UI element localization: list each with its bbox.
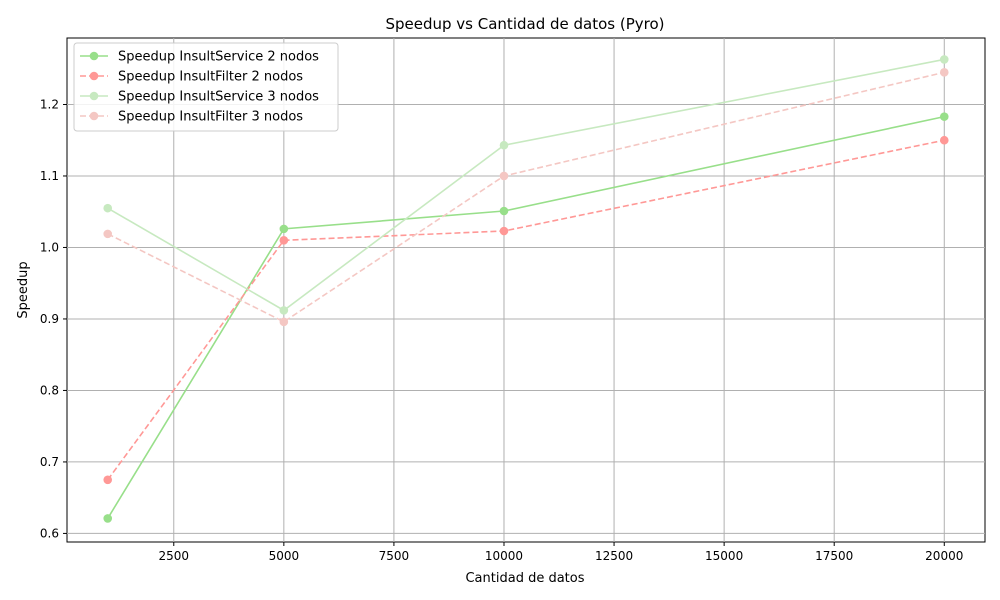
y-tick-label: 1.1 xyxy=(40,169,59,183)
x-tick-label: 10000 xyxy=(485,549,523,563)
data-point xyxy=(103,203,113,213)
data-point xyxy=(939,68,949,77)
series-1 xyxy=(103,112,949,523)
data-point xyxy=(103,229,113,239)
data-point xyxy=(499,226,509,236)
x-tick-label: 17500 xyxy=(815,549,853,563)
data-point xyxy=(103,514,113,523)
legend-item: Speedup InsultFilter 3 nodos xyxy=(80,110,303,125)
x-tick-label: 12500 xyxy=(595,549,633,563)
legend-label: Speedup InsultFilter 3 nodos xyxy=(118,110,303,125)
x-tick-label: 7500 xyxy=(379,549,410,563)
legend-label: Speedup InsultService 3 nodos xyxy=(118,90,319,105)
y-tick-label: 0.9 xyxy=(40,312,59,326)
chart-title: Speedup vs Cantidad de datos (Pyro) xyxy=(385,15,664,33)
data-point xyxy=(499,171,509,181)
legend-box xyxy=(73,42,339,132)
series-line xyxy=(107,139,945,481)
plot-area xyxy=(66,37,986,543)
legend-marker xyxy=(89,71,99,81)
data-point xyxy=(939,135,949,145)
legend-marker xyxy=(89,111,99,121)
series-line xyxy=(107,58,945,312)
legend-item: Speedup InsultService 2 nodos xyxy=(80,50,319,65)
legend-label: Speedup InsultService 2 nodos xyxy=(118,50,319,65)
legend-item: Speedup InsultService 3 nodos xyxy=(80,90,319,105)
data-point xyxy=(279,317,289,327)
grid-lines xyxy=(67,38,985,542)
data-point xyxy=(939,55,949,64)
x-axis-ticks: 2500 5000 7500 10000 12500 15000 17500 20000 xyxy=(158,542,963,563)
y-tick-label: 1.0 xyxy=(40,240,59,254)
y-tick-label: 1.2 xyxy=(40,97,59,111)
x-tick-label: 5000 xyxy=(269,549,300,563)
data-point xyxy=(939,112,949,121)
series-3 xyxy=(103,55,949,315)
series-line xyxy=(107,71,945,323)
data-point xyxy=(279,236,289,245)
data-point xyxy=(279,224,289,234)
legend-item: Speedup InsultFilter 2 nodos xyxy=(80,70,303,85)
series-layer xyxy=(103,55,949,523)
y-tick-label: 0.6 xyxy=(40,526,59,540)
x-tick-label: 20000 xyxy=(925,549,963,563)
series-2 xyxy=(103,135,949,485)
y-tick-label: 0.8 xyxy=(40,383,59,397)
x-tick-label: 15000 xyxy=(705,549,743,563)
data-point xyxy=(279,306,289,315)
series-line xyxy=(107,115,945,519)
legend: Speedup InsultService 2 nodos Speedup Ins… xyxy=(73,42,339,132)
y-axis-label: Speedup xyxy=(16,261,31,318)
data-point xyxy=(499,206,509,216)
data-point xyxy=(103,475,113,485)
x-axis-label: Cantidad de datos xyxy=(465,571,584,586)
x-tick-label: 2500 xyxy=(158,549,189,563)
data-point xyxy=(499,140,509,150)
legend-marker xyxy=(89,51,99,61)
y-tick-label: 0.7 xyxy=(40,455,59,469)
y-axis-ticks: 0.6 0.7 0.8 0.9 1.0 1.1 1.2 xyxy=(40,97,67,540)
legend-marker xyxy=(89,91,99,101)
legend-label: Speedup InsultFilter 2 nodos xyxy=(118,70,303,85)
series-4 xyxy=(103,68,949,327)
